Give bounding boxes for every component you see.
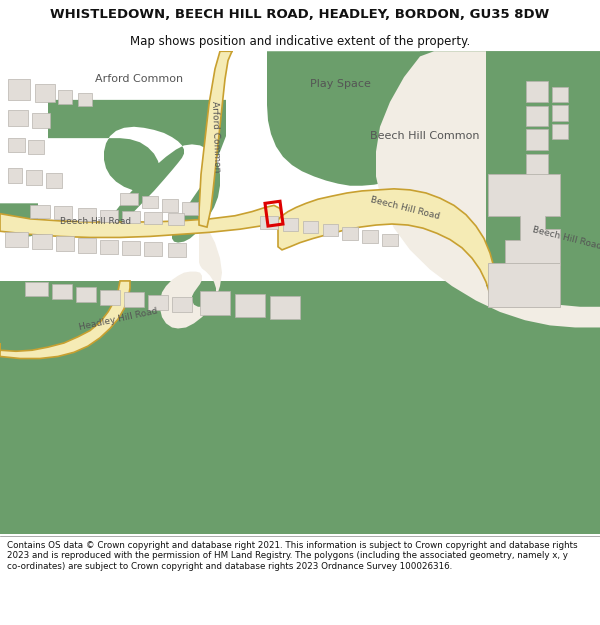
Polygon shape <box>163 51 450 186</box>
Text: Beech Hill Road: Beech Hill Road <box>532 226 600 251</box>
Polygon shape <box>163 51 600 185</box>
Polygon shape <box>270 296 300 319</box>
Polygon shape <box>182 202 198 215</box>
Text: Beech Hill Common: Beech Hill Common <box>370 131 479 141</box>
Polygon shape <box>144 242 162 256</box>
Polygon shape <box>8 138 25 152</box>
Text: Arford Common: Arford Common <box>95 74 183 84</box>
Polygon shape <box>100 239 118 254</box>
Polygon shape <box>35 84 55 102</box>
Polygon shape <box>25 282 48 296</box>
Polygon shape <box>552 88 568 102</box>
Polygon shape <box>342 227 358 239</box>
Polygon shape <box>76 287 96 302</box>
Text: WHISTLEDOWN, BEECH HILL ROAD, HEADLEY, BORDON, GU35 8DW: WHISTLEDOWN, BEECH HILL ROAD, HEADLEY, B… <box>50 8 550 21</box>
Polygon shape <box>488 263 560 307</box>
Polygon shape <box>100 209 118 222</box>
Polygon shape <box>148 296 168 310</box>
Text: Map shows position and indicative extent of the property.: Map shows position and indicative extent… <box>130 34 470 48</box>
Polygon shape <box>26 170 42 185</box>
Polygon shape <box>144 212 162 224</box>
Polygon shape <box>526 129 548 149</box>
Text: Beech Hill Road: Beech Hill Road <box>370 196 441 221</box>
Polygon shape <box>124 292 144 307</box>
Polygon shape <box>46 173 62 188</box>
Polygon shape <box>122 241 140 255</box>
Polygon shape <box>172 298 192 312</box>
Polygon shape <box>162 199 178 212</box>
Polygon shape <box>0 281 130 359</box>
Polygon shape <box>160 225 222 329</box>
Polygon shape <box>122 211 140 223</box>
Polygon shape <box>526 154 548 174</box>
Text: Play Space: Play Space <box>310 79 371 89</box>
Polygon shape <box>78 209 96 221</box>
Polygon shape <box>32 234 52 249</box>
Polygon shape <box>78 92 92 106</box>
Polygon shape <box>526 81 548 102</box>
Polygon shape <box>0 206 282 238</box>
Polygon shape <box>362 230 378 242</box>
Polygon shape <box>382 234 398 246</box>
Polygon shape <box>278 189 496 305</box>
Polygon shape <box>8 110 28 126</box>
Polygon shape <box>56 236 74 251</box>
Polygon shape <box>526 106 548 126</box>
Polygon shape <box>100 290 120 305</box>
Polygon shape <box>552 105 568 121</box>
Polygon shape <box>168 242 186 257</box>
Polygon shape <box>283 217 298 231</box>
Polygon shape <box>303 221 318 233</box>
Polygon shape <box>552 124 568 139</box>
Polygon shape <box>142 196 158 209</box>
Polygon shape <box>30 206 50 217</box>
Polygon shape <box>200 291 230 315</box>
Polygon shape <box>78 239 96 253</box>
Text: Headley Hill Road: Headley Hill Road <box>78 306 158 332</box>
Polygon shape <box>8 168 22 182</box>
Polygon shape <box>260 216 278 229</box>
Polygon shape <box>48 100 226 242</box>
Polygon shape <box>8 79 30 100</box>
Polygon shape <box>0 203 38 236</box>
Text: Contains OS data © Crown copyright and database right 2021. This information is : Contains OS data © Crown copyright and d… <box>7 541 578 571</box>
Polygon shape <box>32 113 50 128</box>
Polygon shape <box>199 51 233 227</box>
Text: Arford Common: Arford Common <box>210 100 221 172</box>
Polygon shape <box>58 89 72 104</box>
Polygon shape <box>0 281 600 534</box>
Polygon shape <box>488 174 560 266</box>
Polygon shape <box>5 232 28 247</box>
Text: Beech Hill Road: Beech Hill Road <box>60 217 131 226</box>
Polygon shape <box>323 224 338 236</box>
Polygon shape <box>54 206 72 219</box>
Polygon shape <box>120 193 138 206</box>
Polygon shape <box>266 51 600 329</box>
Polygon shape <box>168 213 184 225</box>
Polygon shape <box>376 51 600 328</box>
Polygon shape <box>235 294 265 317</box>
Polygon shape <box>52 284 72 299</box>
Polygon shape <box>28 140 44 154</box>
